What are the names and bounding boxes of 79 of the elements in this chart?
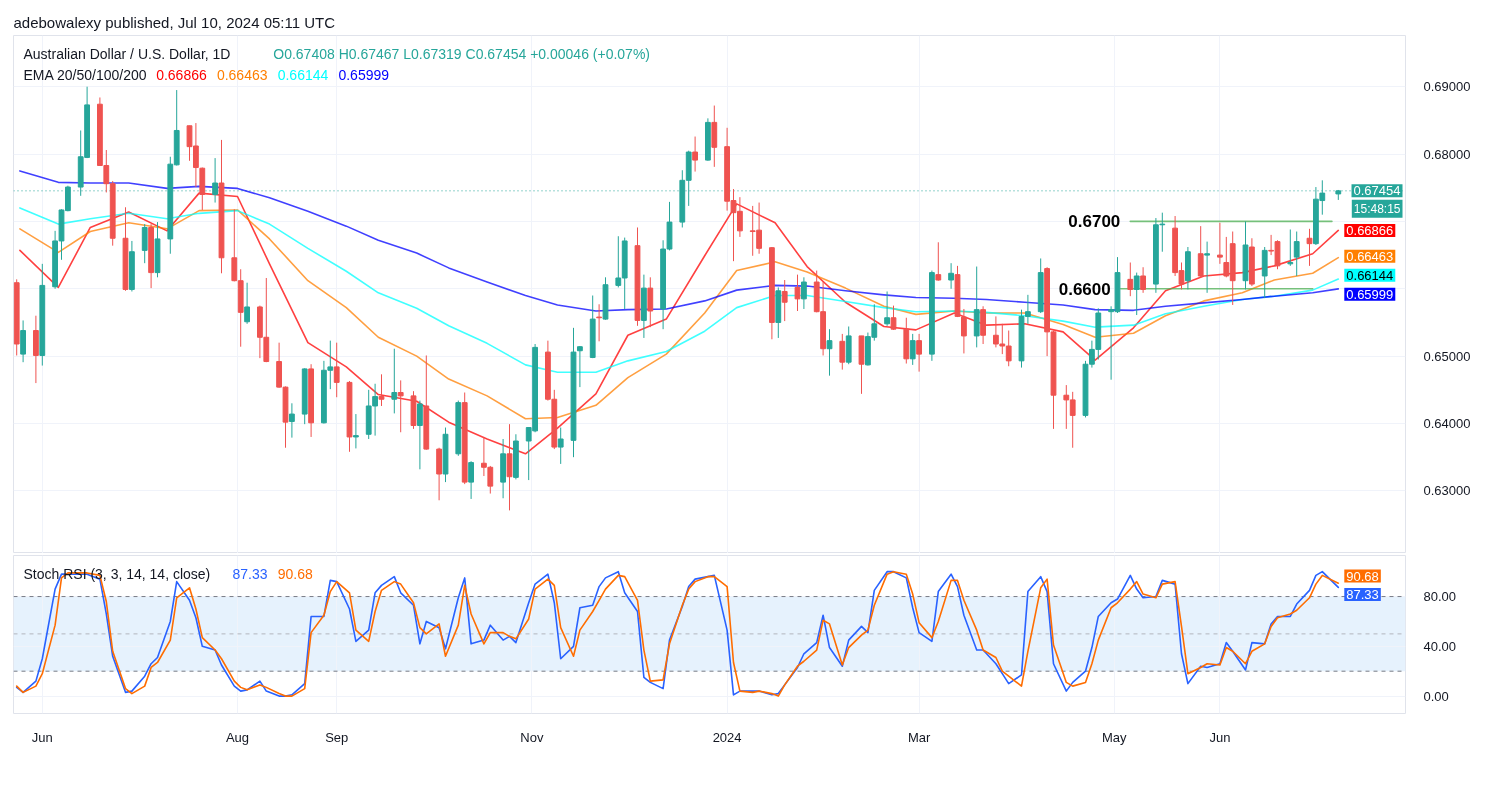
x-tick-label: Aug	[225, 729, 250, 745]
candlestick	[839, 333, 846, 371]
line-series	[19, 209, 1340, 420]
y-tick-label: 0.64000	[1423, 415, 1471, 431]
candlestick	[212, 157, 218, 204]
y-tick-label: 0.63000	[1423, 483, 1471, 499]
data-label: 0.66866	[1346, 222, 1394, 238]
x-tick-label: 2024	[712, 729, 742, 745]
x-tick-label: Sep	[325, 729, 349, 745]
candlestick	[781, 279, 788, 322]
candlestick	[333, 342, 340, 398]
candlestick	[1127, 262, 1134, 297]
candlestick	[378, 373, 385, 407]
y-tick-label: 40.00	[1423, 638, 1457, 654]
candlestick	[141, 223, 148, 264]
candlestick	[884, 290, 890, 327]
candlestick	[935, 241, 942, 282]
candlestick	[916, 333, 922, 373]
text: O0.67408 H0.67467 L0.67319 C0.67454 +0.00046 (+0.07%)	[273, 45, 651, 62]
candlestick	[826, 328, 833, 377]
data-label: 0.66144	[1346, 267, 1394, 283]
candlestick	[1217, 222, 1223, 265]
candlestick	[647, 276, 654, 328]
candlestick	[1306, 228, 1313, 267]
legend-title: EMA 20/50/100/200	[23, 66, 147, 83]
candlestick	[577, 345, 583, 388]
candlestick	[1140, 266, 1146, 294]
y-tick-label: 80.00	[1423, 589, 1457, 605]
candlestick	[353, 413, 359, 449]
candlestick	[289, 402, 295, 439]
y-tick-label: 0.00	[1423, 688, 1449, 704]
text: 87.33	[232, 565, 268, 582]
candlestick	[1293, 231, 1300, 277]
candlestick	[692, 136, 698, 173]
candlestick	[20, 319, 26, 363]
candlestick	[557, 427, 564, 465]
ref-line-label: 0.67454	[1353, 183, 1401, 199]
series-label: 90.68	[277, 565, 313, 582]
text: 0.66463	[216, 66, 268, 83]
y-tick-label: 0.69000	[1423, 79, 1471, 95]
candlestick	[397, 379, 404, 433]
candlestick	[1197, 225, 1204, 278]
candlestick	[391, 348, 398, 414]
x-tick-label: Nov	[520, 729, 544, 745]
candlestick	[909, 333, 916, 366]
text: 0.65999	[338, 66, 390, 83]
candlestick	[468, 460, 474, 500]
text: 0.66866	[156, 66, 207, 83]
data-label: 87.33	[1346, 587, 1379, 603]
candlestick	[244, 282, 250, 325]
candlestick	[1133, 272, 1140, 316]
line-series	[15, 570, 1340, 697]
annotation: 0.6700	[1068, 212, 1121, 232]
candlestick	[801, 276, 807, 310]
line-series	[19, 170, 1340, 312]
line-series	[19, 192, 1340, 455]
candlestick	[890, 305, 897, 331]
candlestick	[1287, 229, 1294, 267]
text: Australian Dollar / U.S. Dollar, 1D	[23, 45, 231, 62]
line-series	[19, 207, 1340, 374]
y-tick-label: 0.68000	[1423, 146, 1471, 162]
candlestick	[1204, 241, 1210, 294]
data-label: 0.65999	[1346, 286, 1394, 302]
candlestick	[506, 423, 513, 511]
text: 0.66144	[277, 66, 329, 83]
x-tick-label: Mar	[907, 729, 931, 745]
text: adebowalexy published, Jul 10, 2024 05:11 UTC	[13, 13, 336, 31]
candlestick	[794, 274, 801, 312]
x-tick-label: Jun	[31, 729, 53, 745]
annotation: 0.6600	[1058, 279, 1111, 299]
x-tick-label: May	[1102, 729, 1128, 745]
candlestick	[948, 262, 954, 290]
candlestick	[417, 400, 423, 470]
candlestick	[596, 303, 602, 342]
data-label: 0.66463	[1346, 248, 1394, 264]
data-label: 90.68	[1346, 568, 1379, 584]
annotation: 15:48:15	[1353, 201, 1401, 216]
y-tick-label: 0.65000	[1423, 348, 1471, 364]
x-tick-label: Jun	[1209, 729, 1231, 745]
